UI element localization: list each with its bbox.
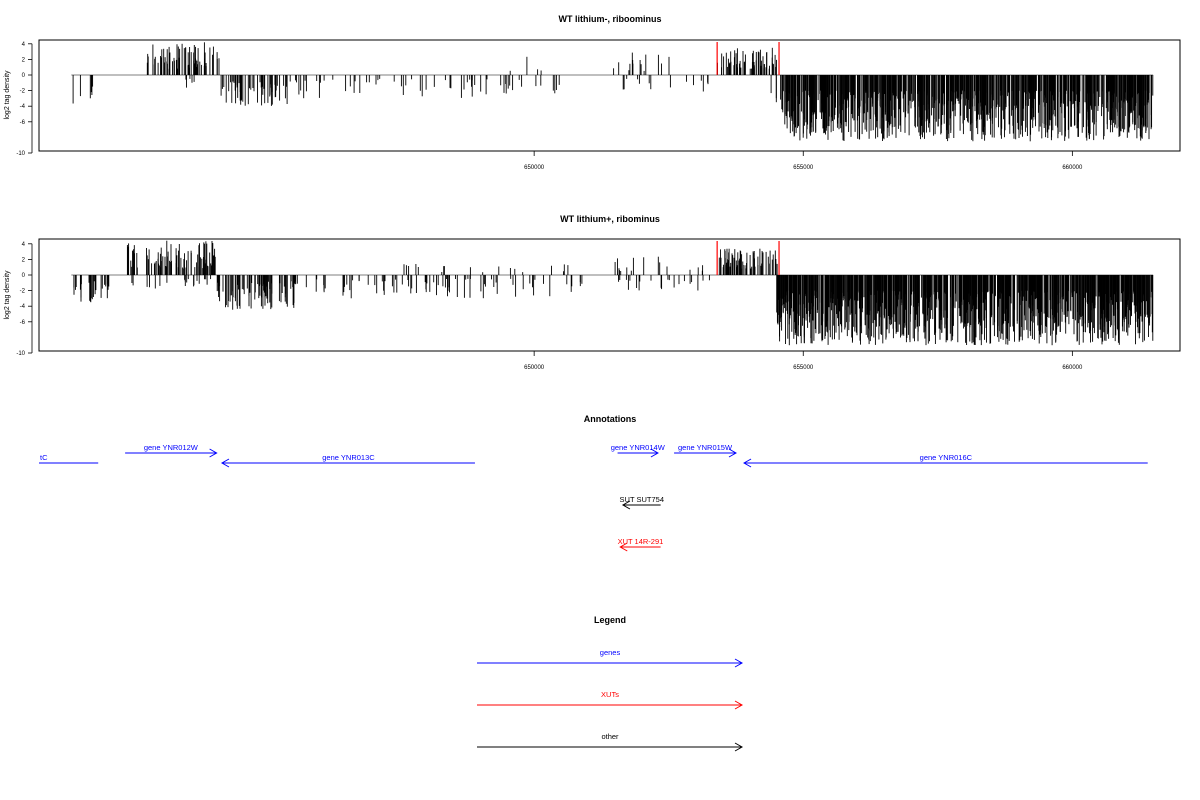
x-tick-label: 660000 (1062, 365, 1083, 371)
annotations-panel: Annotations tC gene YNR012W gene YNR013C ge… (39, 414, 1148, 552)
x-tick-label: 650000 (524, 365, 545, 371)
x-tick-label: 655000 (793, 365, 814, 371)
feature-arrowhead (220, 458, 230, 468)
feature-arrowhead (743, 458, 752, 468)
track-lithium-minus: WT lithium-, riboominus log2 tag density… (4, 14, 1181, 171)
feature: gene YNR015W (674, 443, 737, 458)
legend-items: genes XUTs other (477, 648, 744, 752)
y-tick-label: 2 (22, 57, 26, 63)
y-tick-label: -4 (20, 104, 26, 110)
legend-item: XUTs (477, 690, 744, 710)
feature: XUT 14R-291 (618, 537, 664, 552)
y-tick-label: 4 (22, 42, 26, 48)
x-tick-label: 650000 (524, 165, 545, 171)
density-bars (71, 42, 1154, 142)
track-title: WT lithium+, ribominus (560, 214, 660, 224)
plot-frame (38, 238, 1181, 352)
y-axis: 4 2 0 -2 -4 -6 -10 (16, 42, 33, 157)
y-axis: 4 2 0 -2 -4 -6 -10 (16, 242, 33, 357)
feature-arrowhead (209, 448, 218, 458)
y-axis-label: log2 tag density (4, 270, 11, 320)
legend-item: other (477, 732, 744, 752)
y-tick-label: 0 (22, 273, 26, 279)
feature: gene YNR013C (220, 453, 475, 468)
boundary-markers (716, 241, 780, 275)
feature: tC (39, 453, 99, 464)
annotations-title: Annotations (584, 414, 637, 424)
feature-arrowhead (650, 448, 659, 458)
boundary-markers (716, 42, 780, 75)
legend-arrowhead (734, 658, 744, 668)
feature-label: gene YNR012W (144, 443, 199, 452)
feature-arrowhead (619, 542, 628, 552)
feature: gene YNR012W (125, 443, 218, 458)
legend-title: Legend (594, 615, 626, 625)
y-tick-label: -10 (16, 351, 25, 357)
feature-arrowhead (621, 500, 631, 510)
feature-label: gene YNR014W (611, 443, 666, 452)
track-title: WT lithium-, riboominus (559, 14, 662, 24)
y-axis-label: log2 tag density (4, 70, 11, 120)
feature-label: XUT 14R-291 (618, 537, 664, 546)
feature-label: gene YNR016C (920, 453, 973, 462)
feature-label: SUT SUT754 (620, 495, 664, 504)
feature: gene YNR014W (611, 443, 666, 458)
feature-list: tC gene YNR012W gene YNR013C gene YNR014W ge… (39, 443, 1148, 552)
legend-label: genes (600, 648, 621, 657)
y-tick-label: 2 (22, 257, 26, 263)
y-tick-label: -4 (20, 304, 26, 310)
y-tick-label: 4 (22, 242, 26, 248)
y-tick-label: -2 (20, 289, 26, 295)
density-bars (71, 240, 1154, 346)
track-lithium-plus: WT lithium+, ribominus log2 tag density … (4, 214, 1181, 371)
legend-label: XUTs (601, 690, 619, 699)
feature-label: gene YNR015W (678, 443, 733, 452)
x-axis: 650000 655000 660000 (524, 151, 1083, 171)
legend-arrowhead (734, 700, 744, 710)
legend-panel: Legend genes XUTs other (477, 615, 744, 752)
y-tick-label: -2 (20, 89, 26, 95)
legend-item: genes (477, 648, 744, 668)
legend-arrowhead (734, 742, 744, 752)
y-tick-label: -10 (16, 151, 25, 157)
x-axis: 650000 655000 660000 (524, 351, 1083, 371)
feature-label: tC (40, 453, 48, 462)
feature: SUT SUT754 (620, 495, 664, 510)
feature-label: gene YNR013C (322, 453, 375, 462)
feature-arrowhead (728, 448, 737, 458)
y-tick-label: 0 (22, 73, 26, 79)
feature: gene YNR016C (743, 453, 1148, 468)
x-tick-label: 655000 (793, 165, 814, 171)
y-tick-label: -6 (20, 120, 26, 126)
legend-label: other (601, 732, 619, 741)
plot-frame (38, 39, 1181, 152)
x-tick-label: 660000 (1062, 165, 1083, 171)
y-tick-label: -6 (20, 320, 26, 326)
